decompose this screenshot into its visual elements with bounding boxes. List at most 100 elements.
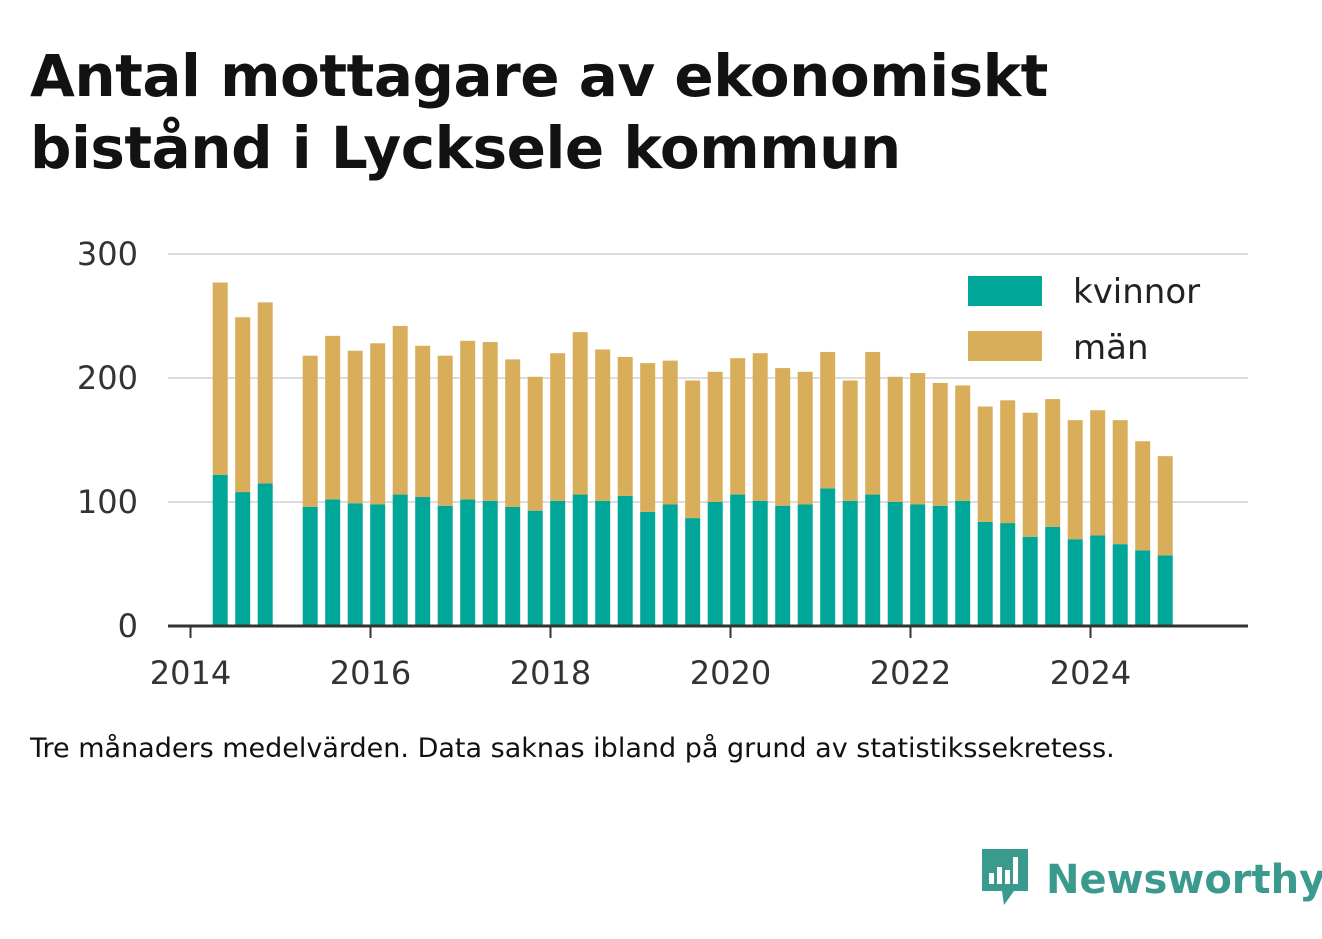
bar-kvinnor — [1022, 536, 1038, 626]
y-tick-label: 100 — [77, 483, 138, 521]
x-tick-label: 2020 — [690, 654, 771, 692]
brand-logo[interactable]: Newsworthy — [980, 848, 1322, 912]
chart-title: Antal mottagare av ekonomiskt bistånd i … — [30, 42, 1048, 182]
bar-man — [865, 351, 881, 495]
x-tick-label: 2024 — [1050, 654, 1131, 692]
bar-kvinnor — [640, 511, 656, 626]
bar-man — [1067, 420, 1083, 540]
bar-kvinnor — [370, 504, 386, 626]
bar-kvinnor — [887, 502, 903, 626]
y-tick-label: 200 — [77, 359, 138, 397]
footnote: Tre månaders medelvärden. Data saknas ib… — [30, 733, 1115, 764]
bar-man — [505, 359, 521, 507]
bar-man — [775, 368, 791, 506]
stacked-bar-chart: kvinnor män 0 100 200 300 2014 2016 2018 2020 20… — [77, 235, 1248, 692]
bar-man — [235, 317, 251, 493]
bar-kvinnor — [662, 504, 678, 626]
bar-kvinnor — [617, 495, 633, 626]
bar-man — [1000, 400, 1016, 524]
bar-man — [1045, 399, 1061, 527]
bar-man — [1022, 412, 1038, 537]
bar-man — [460, 340, 476, 500]
bar-man — [1157, 456, 1173, 556]
y-tick-label: 300 — [77, 235, 138, 273]
bar-kvinnor — [482, 500, 498, 626]
bar-kvinnor — [460, 499, 476, 626]
bar-man — [482, 342, 498, 501]
bar-kvinnor — [212, 474, 228, 626]
bar-man — [797, 371, 813, 505]
bar-kvinnor — [1112, 544, 1128, 626]
bar-kvinnor — [865, 494, 881, 626]
bar-man — [617, 356, 633, 496]
bar-man — [370, 343, 386, 505]
x-tick-label: 2016 — [330, 654, 411, 692]
bar-man — [302, 355, 318, 507]
bar-kvinnor — [257, 483, 273, 626]
bar-man — [212, 282, 228, 475]
bar-man — [932, 382, 948, 506]
bar-man — [257, 302, 273, 484]
bar-man — [392, 325, 408, 495]
legend-swatch-kvinnor — [968, 276, 1042, 306]
bar-kvinnor — [415, 497, 431, 626]
bar-man — [955, 385, 971, 501]
bar-man — [325, 335, 341, 500]
bar-man — [550, 353, 566, 501]
bar-kvinnor — [775, 505, 791, 626]
bar-kvinnor — [550, 500, 566, 626]
bar-kvinnor — [932, 505, 948, 626]
bar-kvinnor — [1090, 535, 1106, 626]
bar-kvinnor — [685, 518, 701, 626]
newsworthy-logo-icon — [980, 847, 1030, 913]
bar-kvinnor — [527, 510, 543, 626]
bar-kvinnor — [752, 500, 768, 626]
bar-kvinnor — [1000, 523, 1016, 626]
bar-kvinnor — [595, 500, 611, 626]
brand-name: Newsworthy — [1046, 857, 1322, 903]
legend-swatch-man — [968, 331, 1042, 361]
bar-kvinnor — [820, 488, 836, 626]
bar-kvinnor — [1135, 550, 1151, 626]
bar-kvinnor — [392, 494, 408, 626]
bar-kvinnor — [707, 502, 723, 626]
bar-man — [572, 332, 588, 495]
bar-kvinnor — [910, 504, 926, 626]
bar-kvinnor — [1045, 526, 1061, 626]
bar-man — [1112, 420, 1128, 545]
bar-man — [527, 376, 543, 511]
bar-man — [910, 373, 926, 505]
bar-man — [977, 406, 993, 522]
bar-man — [820, 351, 836, 489]
bar-man — [347, 350, 363, 504]
x-tick-label: 2014 — [150, 654, 231, 692]
bar-man — [1135, 441, 1151, 551]
bar-man — [730, 358, 746, 495]
bar-kvinnor — [572, 494, 588, 626]
bar-man — [842, 380, 858, 501]
bar-kvinnor — [347, 503, 363, 626]
legend: kvinnor män — [968, 272, 1200, 368]
y-tick-label: 0 — [118, 607, 138, 645]
bar-kvinnor — [842, 500, 858, 626]
bar-kvinnor — [977, 521, 993, 626]
bar-kvinnor — [955, 500, 971, 626]
bar-man — [437, 355, 453, 506]
bar-man — [887, 376, 903, 502]
bar-man — [685, 380, 701, 519]
bar-kvinnor — [505, 506, 521, 626]
bar-kvinnor — [1067, 539, 1083, 626]
bar-man — [707, 371, 723, 502]
bar-man — [640, 363, 656, 512]
bar-kvinnor — [797, 504, 813, 626]
bar-kvinnor — [235, 492, 251, 626]
x-tick-label: 2018 — [510, 654, 591, 692]
bar-kvinnor — [437, 505, 453, 626]
bar-man — [662, 360, 678, 505]
x-tick-label: 2022 — [870, 654, 951, 692]
bar-kvinnor — [730, 494, 746, 626]
bar-man — [595, 349, 611, 501]
bar-man — [1090, 410, 1106, 536]
legend-label-man: män — [1073, 328, 1149, 368]
axes: 0 100 200 300 2014 2016 2018 2020 2022 2024 — [77, 235, 1248, 692]
